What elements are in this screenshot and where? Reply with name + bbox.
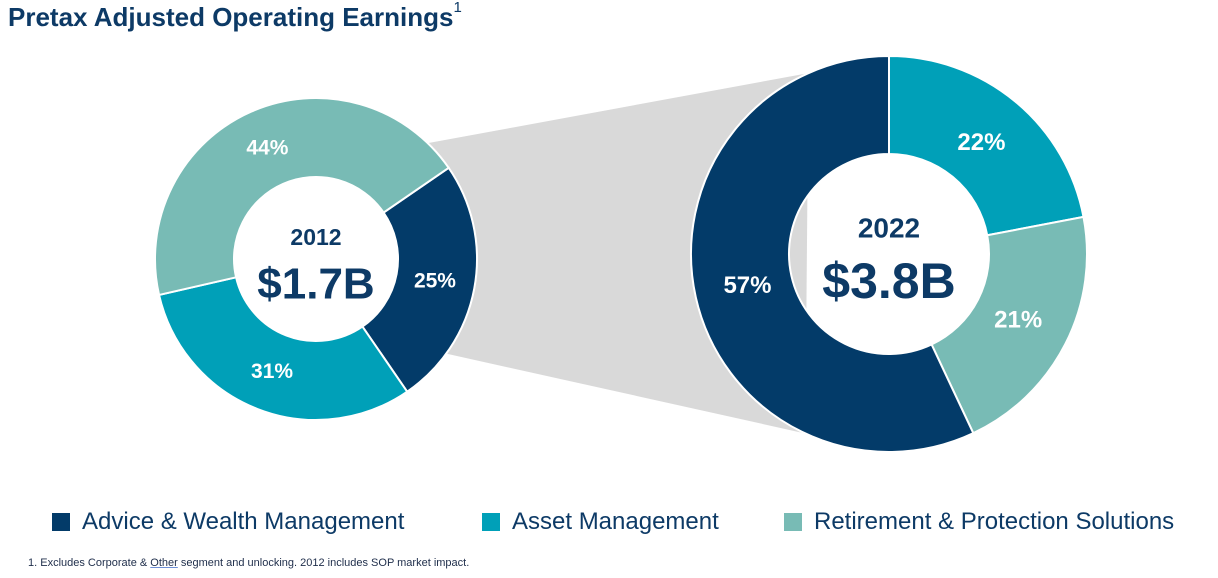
legend-item-advice: Advice & Wealth Management [52, 508, 404, 536]
slice-2012-retirement-protection-solutions [154, 97, 451, 297]
donut-year-2022: 2022 [858, 213, 920, 244]
legend-swatch-asset [482, 513, 500, 531]
footnote-text-start: 1. Excludes Corporate & [28, 557, 151, 569]
slice-label-2012-advice-wealth-management: 25% [414, 270, 456, 293]
donut-charts: 25% 31% 44% 2012 $1.7B 22% 21% 57% 2022 $3.8B [154, 54, 1088, 453]
slice-label-2022-asset-management: 22% [957, 129, 1005, 156]
legend-swatch-advice [52, 513, 70, 531]
slice-2022-advice-wealth-management [690, 54, 975, 453]
slice-label-2012-retirement-protection-solutions: 44% [246, 137, 288, 160]
footnote-link-other[interactable]: Other [150, 557, 178, 569]
legend-label-retirement: Retirement & Protection Solutions [814, 508, 1175, 535]
slice-label-2022-advice-wealth-management: 57% [723, 272, 771, 299]
legend-item-asset: Asset Management [482, 508, 719, 536]
slice-2022-asset-management [888, 54, 1085, 237]
footnote: 1. Excludes Corporate & Other segment an… [28, 557, 469, 569]
slice-label-2012-asset-management: 31% [251, 360, 293, 383]
chart-title-text: Pretax Adjusted Operating Earnings [8, 2, 454, 32]
footnote-text-end: segment and unlocking. 2012 includes SOP… [177, 557, 470, 569]
slice-2012-asset-management [157, 276, 409, 421]
donut-2012: 25% 31% 44% 2012 $1.7B [154, 97, 478, 421]
title-footnote-marker: 1 [453, 0, 462, 17]
legend-item-retirement: Retirement & Protection Solutions [784, 508, 1174, 536]
donut-total-2012: $1.7B [257, 260, 374, 309]
donut-total-2022: $3.8B [822, 253, 955, 309]
legend-label-asset: Asset Management [512, 508, 719, 535]
slice-2022-retirement-protection-solutions [930, 215, 1088, 435]
slice-2012-advice-wealth-management [361, 166, 478, 394]
donut-year-2012: 2012 [290, 224, 341, 250]
legend-label-advice: Advice & Wealth Management [82, 508, 405, 535]
slice-label-2022-retirement-protection-solutions: 21% [994, 306, 1042, 333]
chart-title: Pretax Adjusted Operating Earnings1 [8, 0, 462, 33]
legend-swatch-retirement [784, 513, 802, 531]
donut-2022: 22% 21% 57% 2022 $3.8B [690, 54, 1088, 453]
